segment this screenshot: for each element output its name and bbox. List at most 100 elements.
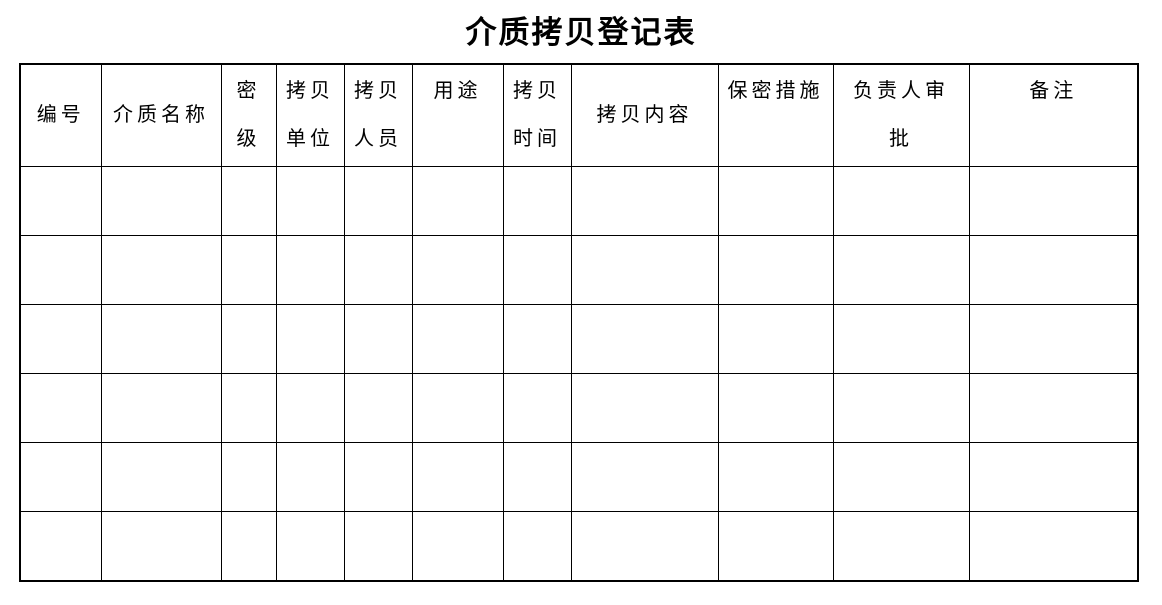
cell-security-measures [717,303,834,375]
cell-copy-time [502,234,572,305]
cell-copy-personnel [343,373,413,444]
header-cell-copy-time: 拷贝 时间 [502,63,572,167]
table-row [19,511,1139,582]
cell-purpose [411,165,504,236]
header-label: 用途 [433,80,482,103]
cell-copy-content [570,165,719,236]
header-cell-classification: 密 级 [220,63,277,167]
cell-classification [220,165,277,236]
cell-copy-time [502,303,572,375]
cell-classification [220,234,277,305]
cell-classification [220,511,277,582]
cell-copy-content [570,303,719,375]
header-label: 备注 [1029,80,1078,103]
cell-approver [832,165,970,236]
cell-copy-content [570,234,719,305]
cell-remarks [968,442,1139,513]
header-label [970,115,1137,163]
header-cell-security-measures: 保密措施 [717,63,834,167]
cell-media-name [100,442,222,513]
cell-remarks [968,234,1139,305]
header-cell-copy-personnel: 拷贝 人员 [343,63,413,167]
header-cell-copy-content: 拷贝内容 [570,63,719,167]
cell-security-measures [717,234,834,305]
cell-remarks [968,303,1139,375]
cell-media-name [100,511,222,582]
cell-number [19,234,102,305]
header-label: 批 [889,128,913,151]
cell-classification [220,442,277,513]
cell-remarks [968,373,1139,444]
header-label: 密 [236,80,261,103]
cell-security-measures [717,442,834,513]
cell-approver [832,511,970,582]
cell-number [19,373,102,444]
cell-approver [832,234,970,305]
cell-number [19,442,102,513]
cell-copy-content [570,511,719,582]
cell-copy-time [502,373,572,444]
cell-media-name [100,303,222,375]
header-label: 负责人审 [853,80,949,103]
cell-security-measures [717,511,834,582]
header-label: 人员 [354,128,402,151]
header-label [719,115,832,163]
cell-approver [832,442,970,513]
cell-copy-time [502,511,572,582]
cell-copy-personnel [343,165,413,236]
cell-approver [832,303,970,375]
cell-copy-content [570,373,719,444]
header-cell-copy-unit: 拷贝 单位 [275,63,345,167]
cell-number [19,165,102,236]
cell-number [19,303,102,375]
header-label: 拷贝内容 [596,104,693,127]
table-row [19,373,1139,444]
cell-media-name [100,234,222,305]
cell-approver [832,373,970,444]
header-label: 单位 [286,128,334,151]
cell-copy-time [502,165,572,236]
cell-purpose [411,303,504,375]
cell-security-measures [717,165,834,236]
header-cell-purpose: 用途 [411,63,504,167]
cell-purpose [411,373,504,444]
header-label: 拷贝 [286,80,334,103]
cell-security-measures [717,373,834,444]
page-title: 介质拷贝登记表 [465,15,697,50]
header-label: 拷贝 [513,80,561,103]
cell-copy-personnel [343,511,413,582]
cell-copy-content [570,442,719,513]
header-cell-number: 编号 [19,63,102,167]
table-row [19,442,1139,513]
header-label [413,115,502,163]
cell-purpose [411,442,504,513]
header-cell-remarks: 备注 [968,63,1139,167]
cell-number [19,511,102,582]
cell-copy-unit [275,165,345,236]
table-row [19,234,1139,305]
header-label: 时间 [513,128,561,151]
cell-copy-time [502,442,572,513]
table-row [19,303,1139,375]
cell-copy-unit [275,303,345,375]
cell-copy-personnel [343,442,413,513]
table-body [19,165,1139,582]
cell-classification [220,373,277,444]
header-label: 保密措施 [727,80,824,103]
header-label: 拷贝 [354,80,402,103]
cell-remarks [968,511,1139,582]
cell-media-name [100,165,222,236]
header-cell-approver: 负责人审 批 [832,63,970,167]
cell-purpose [411,511,504,582]
cell-classification [220,303,277,375]
cell-remarks [968,165,1139,236]
cell-copy-unit [275,511,345,582]
header-row: 编号 介质名称 密 级 拷贝 单位 拷贝 人员 用途 [19,63,1139,167]
header-label: 介质名称 [113,104,209,127]
cell-copy-unit [275,373,345,444]
table-row [19,165,1139,236]
cell-copy-unit [275,442,345,513]
cell-purpose [411,234,504,305]
header-label: 编号 [36,104,85,127]
